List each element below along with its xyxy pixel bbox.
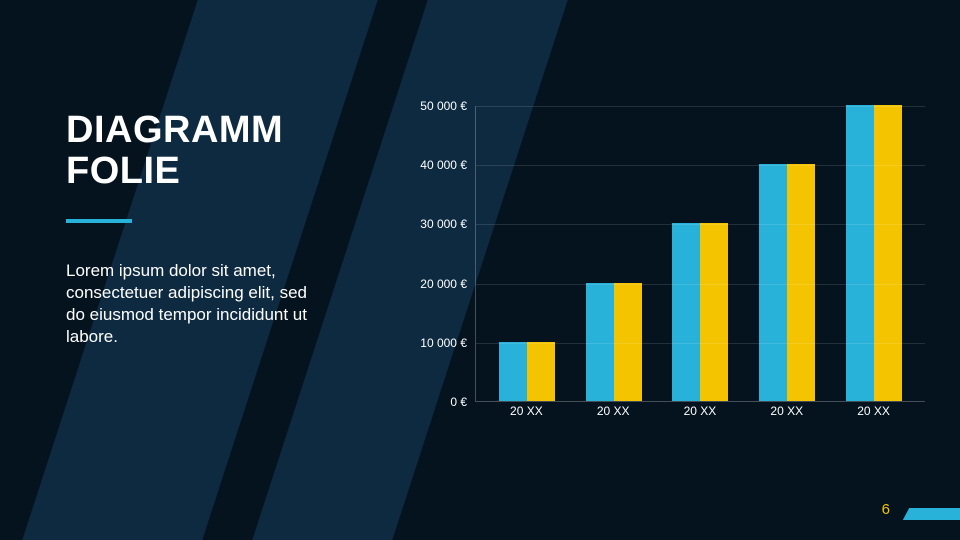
slide-root: DIAGRAMM FOLIE Lorem ipsum dolor sit ame… [0, 0, 960, 540]
chart-bar [846, 105, 874, 401]
title-line-1: DIAGRAMM [66, 109, 283, 151]
slide-description: Lorem ipsum dolor sit amet, consectetuer… [66, 260, 326, 348]
chart-bar [874, 105, 902, 401]
chart-bar-group [499, 342, 555, 401]
chart-bar [700, 223, 728, 401]
chart-ylabel: 0 € [405, 395, 467, 409]
chart-ylabel: 10 000 € [405, 336, 467, 350]
chart-gridline [476, 284, 925, 285]
chart-xlabel: 20 XX [846, 404, 902, 426]
chart-xlabel: 20 XX [498, 404, 554, 426]
chart-plot-area [475, 106, 925, 402]
chart-bar [527, 342, 555, 401]
chart-ylabel: 20 000 € [405, 277, 467, 291]
chart-gridline [476, 106, 925, 107]
chart-bar [614, 283, 642, 401]
chart-bar [586, 283, 614, 401]
chart-gridline [476, 343, 925, 344]
chart-bar-group [759, 164, 815, 401]
slide-title: DIAGRAMM FOLIE [66, 110, 386, 192]
chart-bar-group [586, 283, 642, 401]
chart-ylabel: 50 000 € [405, 99, 467, 113]
chart-bar [499, 342, 527, 401]
accent-wedge [903, 508, 960, 520]
chart-gridline [476, 165, 925, 166]
chart-bar-group [672, 223, 728, 401]
chart-gridline [476, 224, 925, 225]
chart-xlabels: 20 XX 20 XX 20 XX 20 XX 20 XX [475, 404, 925, 426]
chart-bar [759, 164, 787, 401]
bar-chart: 20 XX20 XX20 XX20 XX20 XX 50 000 €40 000… [405, 106, 925, 426]
chart-ylabel: 40 000 € [405, 158, 467, 172]
chart-ylabel: 30 000 € [405, 217, 467, 231]
chart-xlabel: 20 XX [672, 404, 728, 426]
chart-bars [476, 106, 925, 401]
chart-bar-group [846, 105, 902, 401]
chart-xlabel: 20 XX [759, 404, 815, 426]
title-line-2: FOLIE [66, 150, 180, 192]
chart-xlabel: 20 XX [585, 404, 641, 426]
content-layer: DIAGRAMM FOLIE Lorem ipsum dolor sit ame… [0, 0, 960, 540]
page-number: 6 [882, 501, 890, 518]
title-underline [66, 219, 132, 223]
chart-bar [672, 223, 700, 401]
chart-bar [787, 164, 815, 401]
